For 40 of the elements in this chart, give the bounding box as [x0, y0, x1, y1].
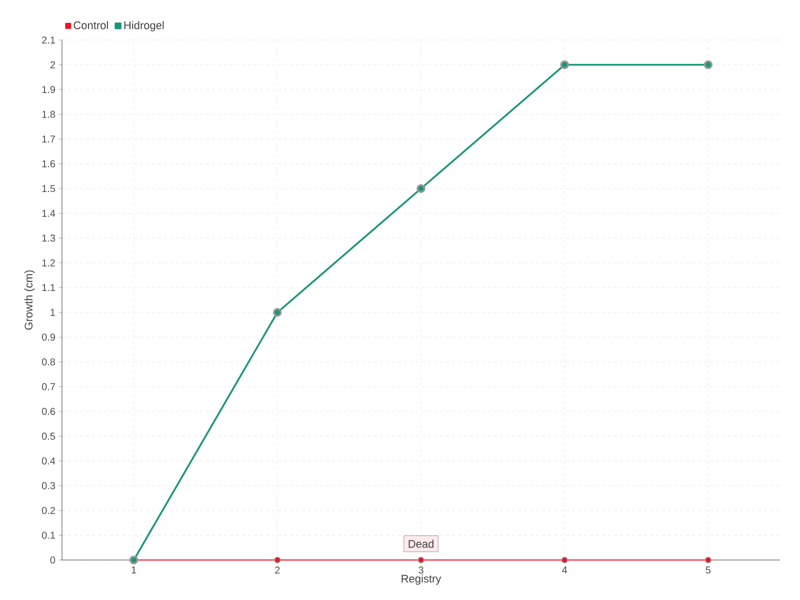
legend-label: Control	[74, 21, 108, 30]
y-tick-label: 2	[50, 61, 55, 68]
x-tick-label: 1	[132, 566, 136, 574]
y-tick-label: 1	[50, 308, 55, 316]
y-tick-label: 2.1	[42, 36, 55, 44]
y-tick-label: 1.2	[42, 259, 55, 266]
y-tick-label: 0.1	[42, 532, 55, 539]
point	[704, 556, 712, 564]
point	[273, 308, 282, 317]
point	[561, 556, 568, 564]
y-tick-label: 0.4	[42, 457, 56, 464]
x-tick-label: 3	[418, 566, 424, 574]
y-tick-label: 0.5	[42, 432, 56, 440]
y-tick-label: 0	[50, 556, 56, 564]
point	[418, 556, 424, 564]
y-tick-label: 1.4	[42, 210, 56, 217]
y-tick-label: 1.5	[42, 185, 56, 192]
point	[416, 184, 426, 193]
y-tick-label: 1.1	[42, 284, 55, 292]
y-tick-label: 1.7	[42, 136, 55, 142]
y-tick-label: 1.8	[42, 110, 56, 118]
y-tick-label: 0.9	[42, 334, 56, 341]
y-tick-label: 0.2	[42, 506, 55, 514]
y-tick-label: 1.9	[42, 86, 56, 94]
y-tick-label: 0.6	[42, 408, 56, 415]
x-tick-label: 4	[562, 566, 568, 574]
point	[274, 556, 281, 564]
legend-label: Hidrogel	[124, 21, 164, 32]
y-tick-label: 0.3	[42, 482, 56, 490]
x-tick-label: 2	[275, 566, 280, 574]
y-tick-label: 0.7	[42, 383, 55, 390]
x-axis-title: Registry	[402, 574, 442, 585]
point	[560, 60, 570, 70]
y-tick-label: 1.6	[42, 160, 56, 168]
y-axis-title: Growth (cm)	[24, 270, 35, 330]
y-tick-label: 1.3	[42, 234, 56, 242]
annotation: Dead	[408, 540, 434, 548]
x-tick-label: 5	[706, 566, 711, 574]
y-tick-label: 0.8	[42, 358, 56, 366]
point	[704, 60, 713, 70]
